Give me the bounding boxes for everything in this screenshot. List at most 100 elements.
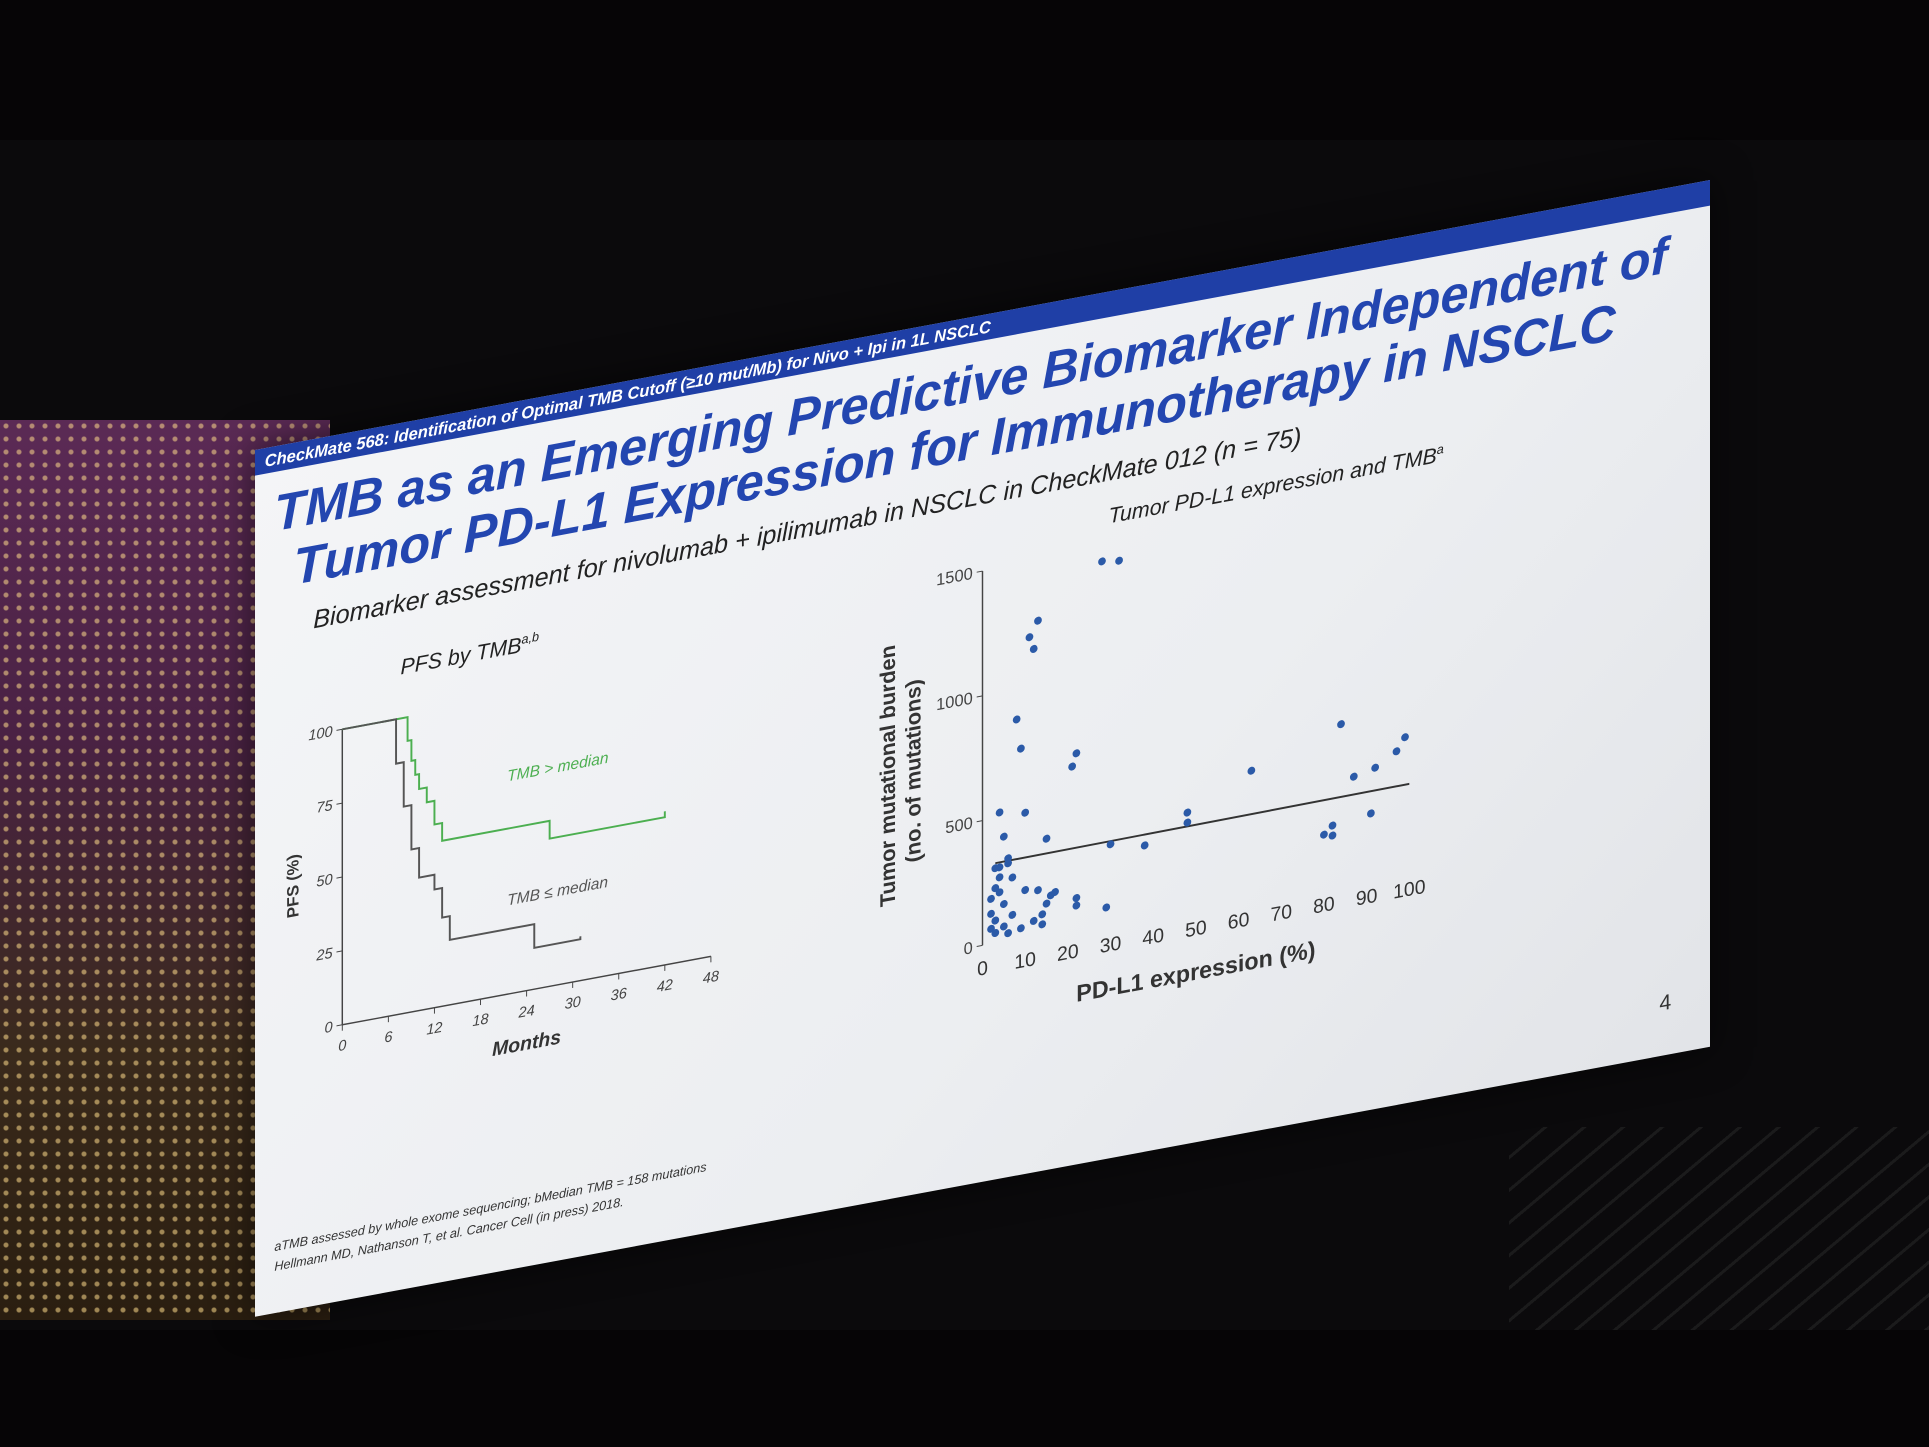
scatter-point bbox=[1042, 834, 1051, 843]
x-tick-label: 40 bbox=[1142, 924, 1164, 950]
scatter-point bbox=[987, 909, 995, 918]
scatter-point bbox=[991, 916, 1000, 925]
scatter-point bbox=[1106, 840, 1115, 849]
scatter-point bbox=[1072, 901, 1081, 910]
scatter-point bbox=[995, 888, 1004, 897]
footnote-1: aTMB assessed by whole exome sequencing;… bbox=[274, 1159, 707, 1255]
scatter-point bbox=[1038, 920, 1047, 929]
scatter-point bbox=[1337, 720, 1345, 729]
scatter-point bbox=[1072, 749, 1081, 758]
scatter-point bbox=[1029, 644, 1038, 653]
km-curve bbox=[342, 718, 582, 949]
scatter-point bbox=[1034, 616, 1042, 625]
y-tick-label: 1500 bbox=[936, 564, 973, 590]
x-tick-label: 0 bbox=[977, 957, 988, 981]
y-tick-label: 0 bbox=[325, 1019, 334, 1037]
scatter-point bbox=[991, 929, 1000, 938]
x-tick-label: 0 bbox=[338, 1038, 347, 1056]
scatter-point bbox=[999, 900, 1008, 909]
y-axis-label-line1: Tumor mutational burden bbox=[876, 643, 901, 908]
scatter-point bbox=[1183, 808, 1192, 817]
y-tick bbox=[336, 876, 343, 879]
scatter-point bbox=[1017, 924, 1025, 933]
y-tick bbox=[336, 950, 343, 953]
scatter-point bbox=[1072, 894, 1081, 903]
scatter-point bbox=[1008, 873, 1017, 882]
scatter-point bbox=[999, 832, 1008, 841]
x-tick-label: 70 bbox=[1270, 901, 1292, 927]
x-tick-label: 48 bbox=[703, 968, 720, 987]
scatter-point bbox=[1029, 916, 1038, 925]
y-tick bbox=[976, 820, 983, 823]
pfs-km-chart: 0 25 50 75 100 0 6 12 18 24 30 36 42 48 Months PFS (%) T… bbox=[284, 716, 720, 1061]
scatter-point bbox=[1349, 772, 1358, 781]
scatter-point bbox=[1008, 910, 1017, 919]
right-panel-title-sup: a bbox=[1436, 441, 1444, 458]
slide-page-number: 4 bbox=[1659, 988, 1672, 1016]
scatter-point bbox=[1038, 910, 1047, 919]
x-tick-label: 100 bbox=[1393, 876, 1425, 904]
y-tick bbox=[976, 695, 983, 698]
x-tick-label: 24 bbox=[518, 1003, 535, 1022]
x-tick-label: 60 bbox=[1228, 908, 1250, 934]
y-tick bbox=[336, 1024, 343, 1027]
scatter-point bbox=[1004, 929, 1012, 938]
y-tick-label: 0 bbox=[964, 938, 973, 959]
scatter-point bbox=[1068, 762, 1077, 771]
x-tick-label: 30 bbox=[565, 994, 582, 1013]
scatter-point bbox=[1034, 886, 1042, 895]
scatter-point bbox=[999, 922, 1008, 931]
x-tick-label: 80 bbox=[1313, 893, 1335, 919]
y-tick bbox=[336, 802, 343, 805]
scatter-point bbox=[995, 873, 1004, 882]
left-panel-title-text: PFS by TMB bbox=[400, 632, 522, 680]
scatter-point bbox=[1371, 763, 1380, 772]
y-tick-label: 50 bbox=[316, 872, 333, 891]
km-series-label: TMB ≤ median bbox=[507, 874, 608, 910]
x-tick-label: 6 bbox=[384, 1029, 393, 1047]
scatter-point bbox=[995, 808, 1004, 817]
scatter-point bbox=[1183, 818, 1192, 827]
ceiling-dark bbox=[0, 0, 1929, 140]
presentation-slide: CheckMate 568: Identification of Optimal… bbox=[255, 180, 1710, 1317]
scatter-point bbox=[1392, 747, 1401, 756]
scatter-point bbox=[1247, 766, 1256, 775]
y-tick-label: 500 bbox=[945, 813, 973, 837]
left-panel-title-sup: a,b bbox=[521, 628, 539, 647]
scatter-point bbox=[1004, 854, 1012, 863]
scatter-point bbox=[1017, 744, 1025, 753]
y-axis-label-line2: (no. of mutations) bbox=[901, 677, 926, 864]
scatter-point bbox=[1051, 888, 1059, 897]
x-tick-label: 10 bbox=[1014, 948, 1036, 974]
y-tick bbox=[336, 728, 343, 731]
y-tick bbox=[976, 944, 983, 947]
audience-dark bbox=[0, 1330, 1929, 1447]
left-panel-title: PFS by TMBa,b bbox=[401, 629, 539, 681]
scatter-point bbox=[1012, 715, 1021, 724]
y-tick-label: 25 bbox=[315, 946, 333, 965]
x-tick-label: 36 bbox=[611, 985, 628, 1004]
scatter-point bbox=[1098, 557, 1106, 566]
x-tick-label: 30 bbox=[1100, 932, 1122, 958]
km-curve bbox=[342, 716, 666, 842]
y-tick-label: 1000 bbox=[936, 689, 973, 715]
scatter-point bbox=[1021, 808, 1030, 817]
scatter-point bbox=[1367, 809, 1375, 818]
trend-line bbox=[995, 782, 1410, 865]
scatter-point bbox=[1115, 556, 1123, 565]
scatter-point bbox=[1021, 886, 1030, 895]
y-tick-label: 100 bbox=[308, 724, 333, 745]
scatter-point bbox=[991, 864, 1000, 873]
x-tick-label: 50 bbox=[1185, 916, 1207, 942]
x-tick-label: 20 bbox=[1057, 940, 1079, 966]
scatter-point bbox=[1102, 903, 1111, 912]
km-series-label: TMB > median bbox=[507, 750, 609, 786]
x-axis-label: Months bbox=[492, 1026, 561, 1061]
scatter-point bbox=[1042, 899, 1051, 908]
scatter-point bbox=[987, 894, 995, 903]
x-tick-label: 12 bbox=[426, 1020, 442, 1039]
x-tick-label: 18 bbox=[472, 1011, 489, 1030]
y-tick bbox=[976, 570, 983, 573]
